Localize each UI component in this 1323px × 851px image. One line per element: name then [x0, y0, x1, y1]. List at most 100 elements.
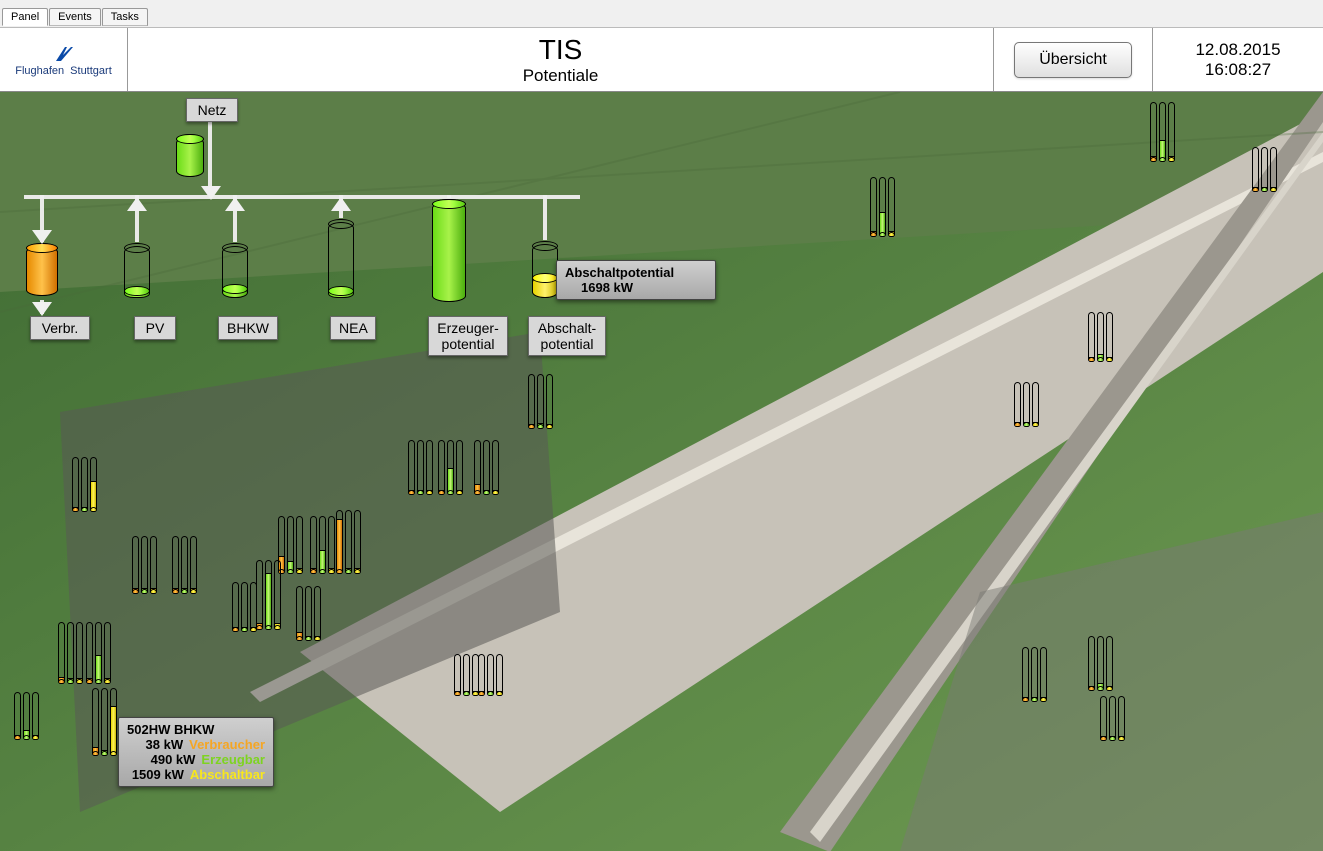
site-marker[interactable]	[232, 582, 257, 632]
marker-tube	[305, 586, 312, 641]
marker-tube	[1031, 647, 1038, 702]
site-marker[interactable]	[1014, 382, 1039, 427]
site-marker[interactable]	[454, 654, 479, 696]
marker-tube	[81, 457, 88, 512]
marker-tube	[241, 582, 248, 632]
time: 16:08:27	[1205, 60, 1271, 80]
marker-tube	[104, 622, 111, 684]
tooltip-abschaltpotential: Abschaltpotential 1698 kW	[556, 260, 716, 300]
site-marker[interactable]	[336, 510, 361, 574]
marker-tube	[456, 440, 463, 495]
site-marker[interactable]	[172, 536, 197, 594]
marker-tube	[314, 586, 321, 641]
site-marker[interactable]	[58, 622, 83, 684]
marker-tube	[328, 516, 335, 574]
site-marker[interactable]	[86, 622, 111, 684]
marker-tube	[181, 536, 188, 594]
marker-tube	[310, 516, 317, 574]
marker-tube	[417, 440, 424, 495]
overview-button[interactable]: Übersicht	[1014, 42, 1132, 78]
site-marker[interactable]	[474, 440, 499, 495]
tooltip-value: 1698 kW	[565, 280, 633, 295]
title-sub: Potentiale	[523, 66, 599, 86]
marker-tube	[438, 440, 445, 495]
site-marker[interactable]	[438, 440, 463, 495]
marker-tube	[190, 536, 197, 594]
cylinder-verbr[interactable]	[26, 246, 58, 296]
arrow-down-icon	[201, 186, 221, 200]
node-label-pv[interactable]: PV	[134, 316, 176, 340]
cylinder-nea[interactable]	[328, 222, 354, 298]
site-marker[interactable]	[1022, 647, 1047, 702]
marker-tube	[537, 374, 544, 429]
logo-text-right: Stuttgart	[70, 65, 112, 77]
tab-panel[interactable]: Panel	[2, 8, 48, 26]
netz-label[interactable]: Netz	[186, 98, 238, 122]
marker-tube	[256, 560, 263, 630]
site-marker[interactable]	[256, 560, 281, 630]
site-marker[interactable]	[278, 516, 303, 574]
site-marker[interactable]	[1088, 312, 1113, 362]
site-marker[interactable]	[408, 440, 433, 495]
marker-tube	[879, 177, 886, 237]
node-label-nea[interactable]: NEA	[330, 316, 376, 340]
site-marker[interactable]	[1252, 147, 1277, 192]
site-marker[interactable]	[1100, 696, 1125, 741]
tab-tasks[interactable]: Tasks	[102, 8, 148, 26]
marker-tube	[1040, 647, 1047, 702]
bus-line	[24, 195, 580, 199]
title-block: TIS Potentiale	[128, 28, 993, 91]
site-marker[interactable]	[310, 516, 335, 574]
site-marker[interactable]	[528, 374, 553, 429]
logo: Flughafen Stuttgart	[0, 28, 128, 91]
marker-tube	[492, 440, 499, 495]
logo-text-left: Flughafen	[15, 65, 64, 77]
marker-tube	[1261, 147, 1268, 192]
cylinder-netz[interactable]	[176, 137, 204, 177]
marker-tube	[250, 582, 257, 632]
node-label-verbr[interactable]: Verbr.	[30, 316, 90, 340]
tab-events[interactable]: Events	[49, 8, 101, 26]
arrow-up-icon	[331, 197, 351, 211]
marker-tube	[67, 622, 74, 684]
marker-tube	[1088, 312, 1095, 362]
marker-tube	[90, 457, 97, 512]
marker-tube	[1159, 102, 1166, 162]
site-marker[interactable]	[1150, 102, 1175, 162]
detail-tag: Verbraucher	[189, 737, 265, 752]
cylinder-pv[interactable]	[124, 246, 150, 298]
marker-tube	[1032, 382, 1039, 427]
node-label-erz[interactable]: Erzeuger- potential	[428, 316, 508, 356]
node-label-absch[interactable]: Abschalt- potential	[528, 316, 606, 356]
marker-tube	[319, 516, 326, 574]
site-marker[interactable]	[72, 457, 97, 512]
cylinder-absch[interactable]	[532, 244, 558, 298]
site-marker[interactable]	[132, 536, 157, 594]
site-marker[interactable]	[870, 177, 895, 237]
node-label-bhkw[interactable]: BHKW	[218, 316, 278, 340]
marker-tube	[92, 688, 99, 756]
map-canvas[interactable]: Netz Verbr. PV BHKW NEA Erzeuger- potential A…	[0, 92, 1323, 851]
detail-value: 38 kW	[123, 737, 183, 752]
site-marker[interactable]	[14, 692, 39, 740]
site-marker[interactable]	[478, 654, 503, 696]
marker-tube	[101, 688, 108, 756]
cylinder-bhkw[interactable]	[222, 246, 248, 298]
site-marker[interactable]	[1088, 636, 1113, 691]
header-bar: Flughafen Stuttgart TIS Potentiale Übers…	[0, 27, 1323, 92]
marker-tube	[1088, 636, 1095, 691]
marker-tube	[296, 516, 303, 574]
marker-tube	[23, 692, 30, 740]
marker-tube	[354, 510, 361, 574]
site-marker[interactable]	[296, 586, 321, 641]
marker-tube	[870, 177, 877, 237]
site-marker[interactable]	[92, 688, 117, 756]
marker-tube	[150, 536, 157, 594]
marker-tube	[287, 516, 294, 574]
marker-tube	[274, 560, 281, 630]
netz-flow-arrow	[208, 118, 212, 195]
cylinder-erz[interactable]	[432, 202, 466, 302]
marker-tube	[141, 536, 148, 594]
detail-tag: Abschaltbar	[190, 767, 265, 782]
marker-tube	[546, 374, 553, 429]
